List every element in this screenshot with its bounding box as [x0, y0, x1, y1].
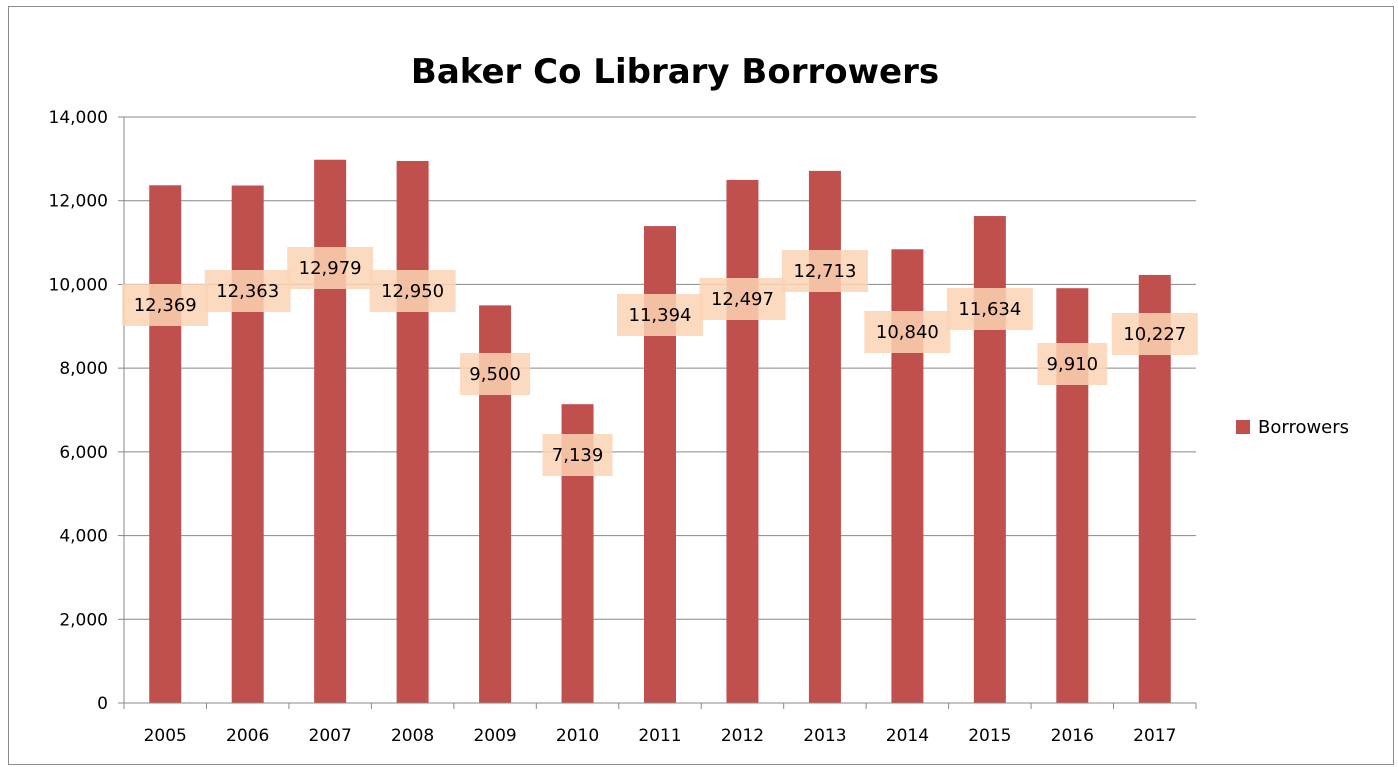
- data-label-bg: [1111, 313, 1198, 355]
- data-label: 11,634: [958, 299, 1021, 320]
- x-tick-label: 2012: [721, 726, 764, 746]
- data-label: 10,840: [876, 322, 939, 343]
- bar-2008: [396, 160, 429, 703]
- data-label-bg: [542, 434, 613, 476]
- data-label-bg: [204, 270, 291, 312]
- x-tick-label: 2005: [144, 726, 187, 746]
- axes: [123, 117, 1197, 709]
- chart-title: Baker Co Library Borrowers: [411, 52, 939, 92]
- y-tick-label: 4,000: [59, 527, 108, 547]
- x-tick-label: 2015: [968, 726, 1011, 746]
- data-label-bg: [460, 353, 531, 395]
- x-tick-label: 2010: [556, 726, 599, 746]
- bar-2006: [231, 185, 264, 703]
- data-label-bg: [287, 247, 374, 289]
- y-tick-label: 6,000: [59, 443, 108, 463]
- x-tick-label: 2009: [473, 726, 516, 746]
- data-labels: 12,369 12,363 12,979 12,950 9,500 7,139 11,394…: [122, 247, 1198, 476]
- data-label-bg: [699, 278, 786, 320]
- x-tick-label: 2014: [886, 726, 929, 746]
- data-label: 10,227: [1123, 324, 1186, 345]
- data-label: 9,500: [469, 364, 521, 385]
- x-tick-label: 2007: [309, 726, 352, 746]
- data-label: 9,910: [1047, 354, 1099, 375]
- data-label: 12,979: [299, 258, 362, 279]
- data-label-bg: [864, 311, 951, 353]
- data-label: 12,950: [381, 281, 444, 302]
- bar-2007: [314, 159, 347, 703]
- data-label-bg: [617, 294, 703, 336]
- data-label: 12,369: [134, 295, 197, 316]
- y-tick-label: 2,000: [59, 610, 108, 630]
- x-tick-label: 2017: [1133, 726, 1176, 746]
- y-tick-label: 8,000: [59, 359, 108, 379]
- x-axis-tick-labels: 2005 2006 2007 2008 2009 2010 2011 2012 2013 2014…: [144, 726, 1177, 746]
- legend-label-borrowers: Borrowers: [1258, 417, 1349, 438]
- x-tick-label: 2013: [803, 726, 846, 746]
- data-label: 11,394: [629, 305, 692, 326]
- data-label: 12,713: [793, 261, 856, 282]
- data-label-bg: [1037, 343, 1108, 385]
- data-label: 7,139: [552, 445, 604, 466]
- x-tick-label: 2011: [638, 726, 681, 746]
- x-tick-label: 2008: [391, 726, 434, 746]
- data-label: 12,497: [711, 289, 774, 310]
- legend: Borrowers: [1236, 417, 1349, 438]
- x-tick-label: 2016: [1051, 726, 1094, 746]
- bars: [149, 159, 1171, 704]
- y-tick-label: 14,000: [49, 108, 108, 128]
- data-label: 12,363: [216, 281, 279, 302]
- data-label-bg: [781, 250, 868, 292]
- bar-2012: [726, 179, 759, 704]
- y-tick-label: 10,000: [49, 275, 108, 295]
- bar-2005: [149, 185, 182, 704]
- legend-swatch-borrowers: [1236, 420, 1250, 434]
- y-axis-tick-labels: 0 2,000 4,000 6,000 8,000 10,000 12,000 14,000: [49, 108, 108, 714]
- x-tick-label: 2006: [226, 726, 269, 746]
- y-tick-label: 0: [97, 694, 108, 714]
- data-label-bg: [369, 270, 456, 312]
- data-label-bg: [946, 288, 1033, 330]
- y-tick-label: 12,000: [49, 192, 108, 212]
- data-label-bg: [122, 284, 209, 326]
